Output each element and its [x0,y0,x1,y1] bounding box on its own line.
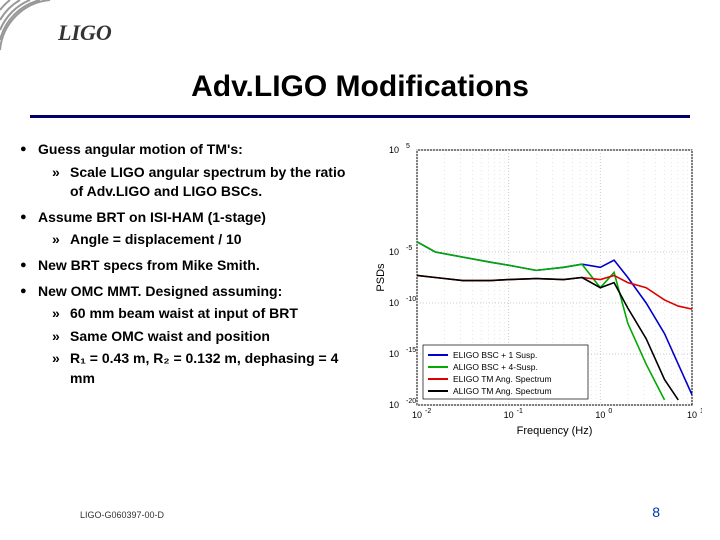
sub-bullet-item: Scale LIGO angular spectrum by the ratio… [52,163,360,202]
bullet-item: Guess angular motion of TM's:Scale LIGO … [20,140,360,202]
title-underline [30,115,690,118]
svg-text:ALIGO TM Ang. Spectrum: ALIGO TM Ang. Spectrum [453,386,552,396]
sub-bullet-item: Same OMC waist and position [52,327,360,347]
svg-text:ALIGO BSC + 4-Susp.: ALIGO BSC + 4-Susp. [453,362,538,372]
svg-text:ELIGO BSC + 1 Susp.: ELIGO BSC + 1 Susp. [453,350,537,360]
logo-arcs [0,0,60,60]
svg-text:PSDs: PSDs [375,263,387,292]
svg-text:5: 5 [406,143,410,150]
bullet-content: Guess angular motion of TM's:Scale LIGO … [20,140,360,395]
svg-text:10: 10 [389,400,399,410]
sub-bullet-item: 60 mm beam waist at input of BRT [52,304,360,324]
svg-text:-2: -2 [425,408,431,415]
svg-text:10: 10 [389,349,399,359]
page-title: Adv.LIGO Modifications [0,70,720,104]
svg-text:10: 10 [389,247,399,257]
svg-text:1: 1 [700,408,702,415]
svg-text:0: 0 [608,408,612,415]
svg-text:10: 10 [687,410,697,420]
header: LIGO [0,0,720,60]
logo-text: LIGO [58,20,112,46]
footer-code: LIGO-G060397-00-D [80,510,164,520]
sub-bullet-item: Angle = displacement / 10 [52,230,360,250]
svg-text:-5: -5 [406,245,412,252]
sub-bullet-item: R₁ = 0.43 m, R₂ = 0.132 m, dephasing = 4… [52,349,360,388]
svg-text:Frequency (Hz): Frequency (Hz) [517,425,593,437]
bullet-item: Assume BRT on ISI-HAM (1-stage)Angle = d… [20,208,360,250]
page-number: 8 [652,504,660,520]
svg-text:10: 10 [595,410,605,420]
svg-text:10: 10 [389,298,399,308]
svg-text:10: 10 [412,410,422,420]
svg-text:10: 10 [389,145,399,155]
svg-text:ELIGO TM Ang. Spectrum: ELIGO TM Ang. Spectrum [453,374,552,384]
svg-text:-10: -10 [406,296,416,303]
psd-chart: 10-210-110010110-2010-1510-1010-5105Freq… [372,140,702,440]
svg-text:-1: -1 [517,408,523,415]
svg-text:10: 10 [504,410,514,420]
bullet-item: New BRT specs from Mike Smith. [20,256,360,276]
svg-text:-15: -15 [406,347,416,354]
svg-text:-20: -20 [406,398,416,405]
bullet-item: New OMC MMT. Designed assuming:60 mm bea… [20,282,360,389]
